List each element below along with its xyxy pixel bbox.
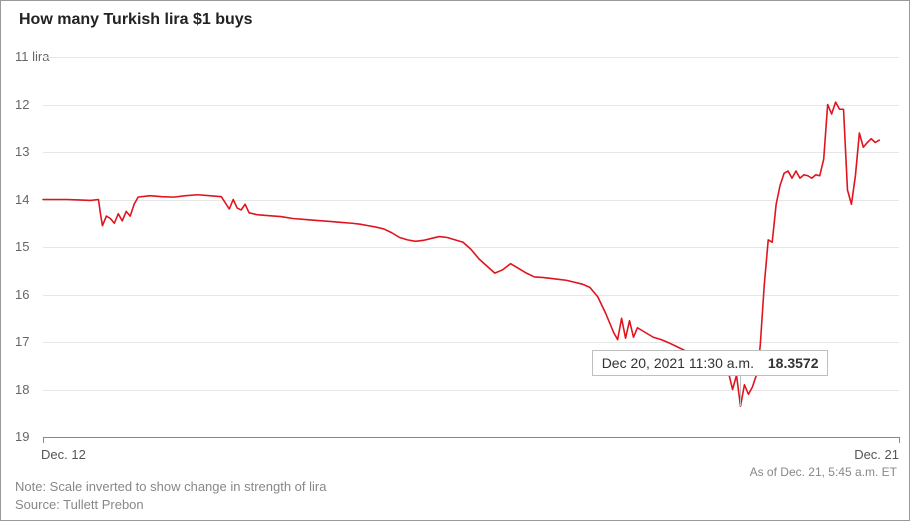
- as-of-label: As of Dec. 21, 5:45 a.m. ET: [750, 465, 897, 479]
- x-tick-mark: [43, 437, 44, 443]
- line-chart: [1, 1, 910, 522]
- tooltip: Dec 20, 2021 11:30 a.m. 18.3572: [592, 350, 829, 376]
- tooltip-label: Dec 20, 2021 11:30 a.m.: [602, 355, 754, 371]
- x-tick-mark: [899, 437, 900, 443]
- tooltip-stem: [740, 376, 741, 406]
- x-axis-line: [43, 437, 899, 438]
- x-tick-label: Dec. 21: [854, 447, 899, 462]
- x-tick-label: Dec. 12: [41, 447, 86, 462]
- tooltip-value: 18.3572: [768, 355, 819, 371]
- chart-frame: { "chart": { "type": "line", "title": "H…: [0, 0, 910, 521]
- chart-note: Note: Scale inverted to show change in s…: [15, 479, 326, 494]
- chart-source: Source: Tullett Prebon: [15, 497, 144, 512]
